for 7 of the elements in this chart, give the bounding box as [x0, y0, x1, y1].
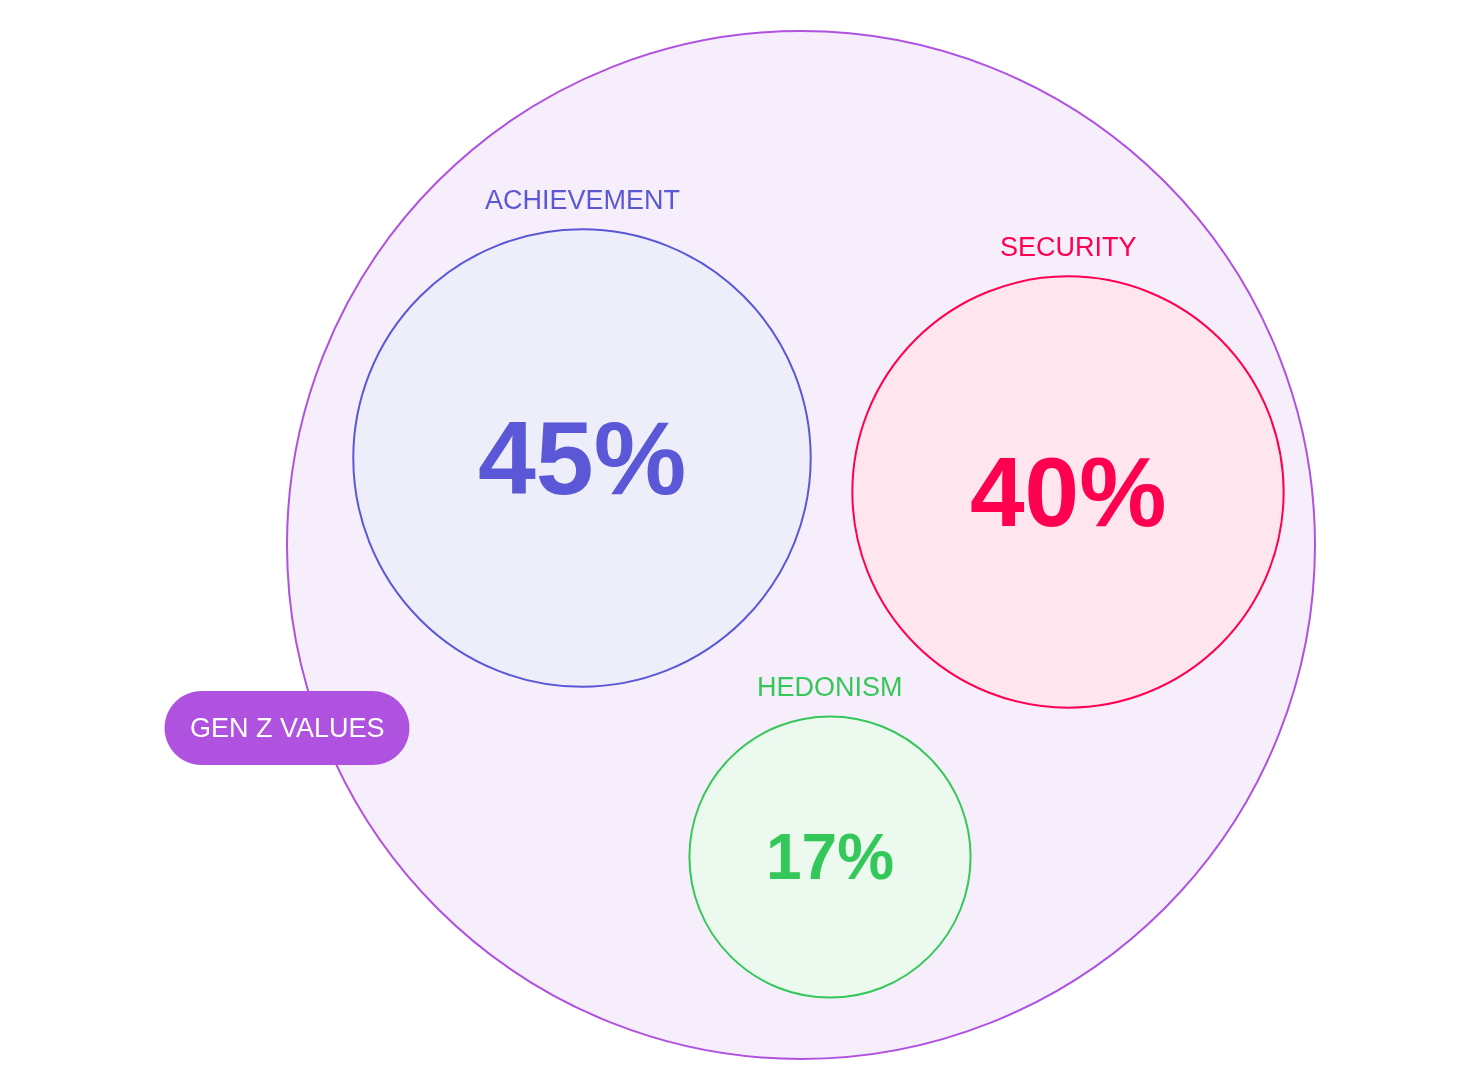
- category-label: ACHIEVEMENT: [485, 185, 681, 215]
- data-label: 45%: [478, 400, 687, 516]
- category-label: SECURITY: [1000, 232, 1137, 262]
- text: GEN Z VALUES: [190, 713, 385, 743]
- data-label: 17%: [766, 821, 894, 893]
- category-label: HEDONISM: [757, 672, 903, 702]
- data-label: 40%: [970, 437, 1167, 547]
